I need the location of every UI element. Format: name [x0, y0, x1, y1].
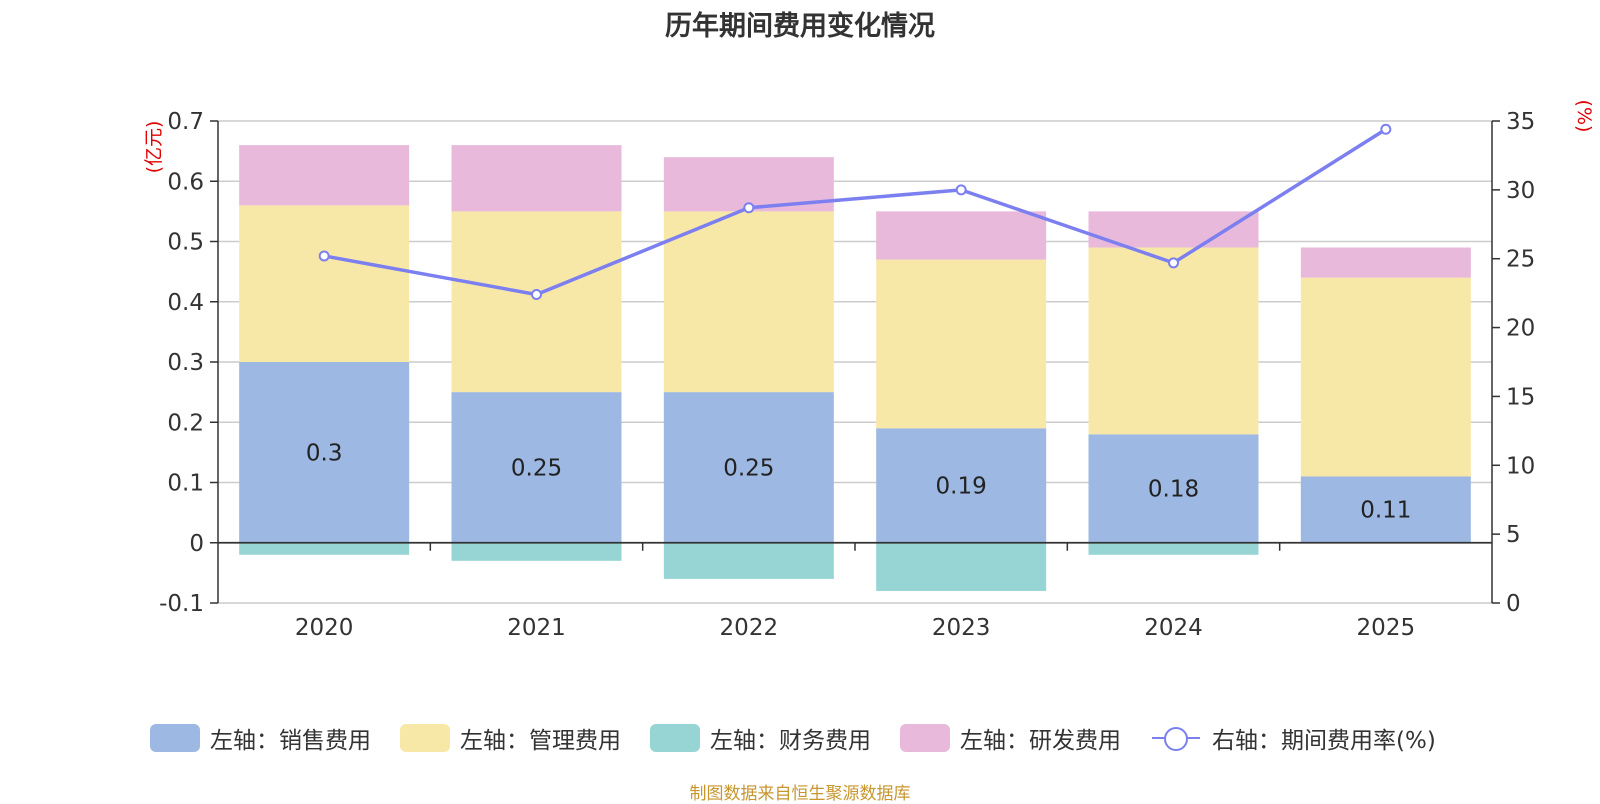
right-axis-tick-label: 25 [1506, 247, 1535, 273]
legend-swatch-finance [650, 724, 700, 752]
left-axis-tick-label: 0.2 [167, 410, 204, 436]
right-axis-tick-label: 30 [1506, 178, 1535, 204]
left-axis-unit-label: (亿元) [143, 121, 165, 174]
chart-legend: 左轴：销售费用 左轴：管理费用 左轴：财务费用 左轴：研发费用 右轴：期间费用率… [0, 718, 1600, 758]
legend-item-admin[interactable]: 左轴：管理费用 [400, 718, 621, 758]
x-axis-tick-label: 2024 [1144, 615, 1203, 641]
expense-rate-point [318, 250, 330, 262]
data-source-note: 制图数据来自恒生聚源数据库 [689, 784, 911, 804]
right-axis-tick-label: 15 [1506, 384, 1535, 410]
bar-finance [451, 542, 622, 561]
expense-rate-point [1168, 257, 1179, 269]
legend-item-rnd[interactable]: 左轴：研发费用 [900, 718, 1121, 758]
right-axis-tick-label: 35 [1506, 109, 1535, 135]
bar-sales [239, 362, 410, 543]
bar-rnd [1088, 211, 1259, 248]
left-axis-tick-label: 0.6 [167, 169, 204, 195]
bar-data-label: 0.25 [723, 455, 774, 481]
left-axis-tick-label: 0.4 [167, 290, 204, 316]
left-axis-tick-label: 0 [189, 531, 204, 557]
legend-label-admin: 左轴：管理费用 [460, 728, 621, 754]
right-axis-tick-label: 20 [1506, 316, 1535, 342]
bar-admin [239, 205, 410, 362]
right-axis-unit-label: (%) [1573, 100, 1595, 133]
bar-data-label: 0.25 [511, 455, 562, 481]
bar-sales [1300, 476, 1471, 543]
bar-finance [239, 542, 410, 555]
expense-rate-point [1380, 123, 1392, 135]
x-axis-tick-label: 2020 [295, 615, 354, 641]
left-axis-tick-label: 0.5 [167, 230, 204, 256]
chart-plot: -0.100.10.20.30.40.50.60.705101520253035… [143, 100, 1595, 641]
left-axis-tick-label: 0.1 [167, 471, 204, 497]
legend-label-sales: 左轴：销售费用 [210, 728, 371, 754]
bar-admin [663, 211, 834, 393]
legend-label-rnd: 左轴：研发费用 [960, 728, 1121, 754]
expense-rate-point [531, 289, 542, 301]
bar-admin [1088, 247, 1259, 435]
left-axis-tick-label: 0.7 [167, 109, 204, 135]
bar-sales [876, 428, 1047, 543]
right-axis-tick-label: 10 [1506, 453, 1535, 479]
legend-item-finance[interactable]: 左轴：财务费用 [650, 718, 871, 758]
bar-rnd [239, 145, 410, 206]
left-axis-tick-label: 0.3 [167, 350, 204, 376]
bar-sales [1088, 434, 1259, 543]
x-axis-tick-label: 2025 [1357, 615, 1416, 641]
bar-finance [663, 542, 834, 579]
chart-title: 历年期间费用变化情况 [665, 11, 935, 42]
bar-rnd [876, 211, 1047, 260]
expense-rate-point [955, 184, 967, 196]
legend-item-expense-rate[interactable]: 右轴：期间费用率(%) [1150, 718, 1436, 758]
bar-sales [663, 392, 834, 543]
expense-rate-line [323, 127, 1387, 297]
x-axis-tick-label: 2022 [720, 615, 779, 641]
legend-item-sales[interactable]: 左轴：销售费用 [150, 718, 371, 758]
bar-admin [1300, 277, 1471, 477]
right-axis-tick-label: 5 [1506, 522, 1521, 548]
legend-label-finance: 左轴：财务费用 [710, 728, 871, 754]
bar-rnd [1300, 247, 1471, 278]
legend-swatch-sales [150, 724, 200, 752]
x-axis-tick-label: 2021 [507, 615, 566, 641]
expense-rate-point [743, 202, 755, 214]
bar-rnd [451, 145, 622, 212]
bar-data-label: 0.19 [936, 474, 987, 500]
legend-swatch-admin [400, 724, 450, 752]
bar-data-label: 0.3 [306, 440, 343, 466]
bar-finance [876, 542, 1047, 591]
legend-line-marker-icon [1150, 724, 1202, 752]
bar-data-label: 0.11 [1360, 498, 1411, 524]
bar-admin [876, 259, 1047, 429]
bar-finance [1088, 542, 1259, 555]
legend-swatch-rnd [900, 724, 950, 752]
bar-admin [451, 211, 622, 393]
legend-label-expense-rate: 右轴：期间费用率(%) [1212, 728, 1436, 754]
left-axis-tick-label: -0.1 [159, 591, 204, 617]
bar-data-label: 0.18 [1148, 477, 1199, 503]
x-axis-tick-label: 2023 [932, 615, 991, 641]
bar-sales [451, 392, 622, 543]
right-axis-tick-label: 0 [1506, 591, 1521, 617]
